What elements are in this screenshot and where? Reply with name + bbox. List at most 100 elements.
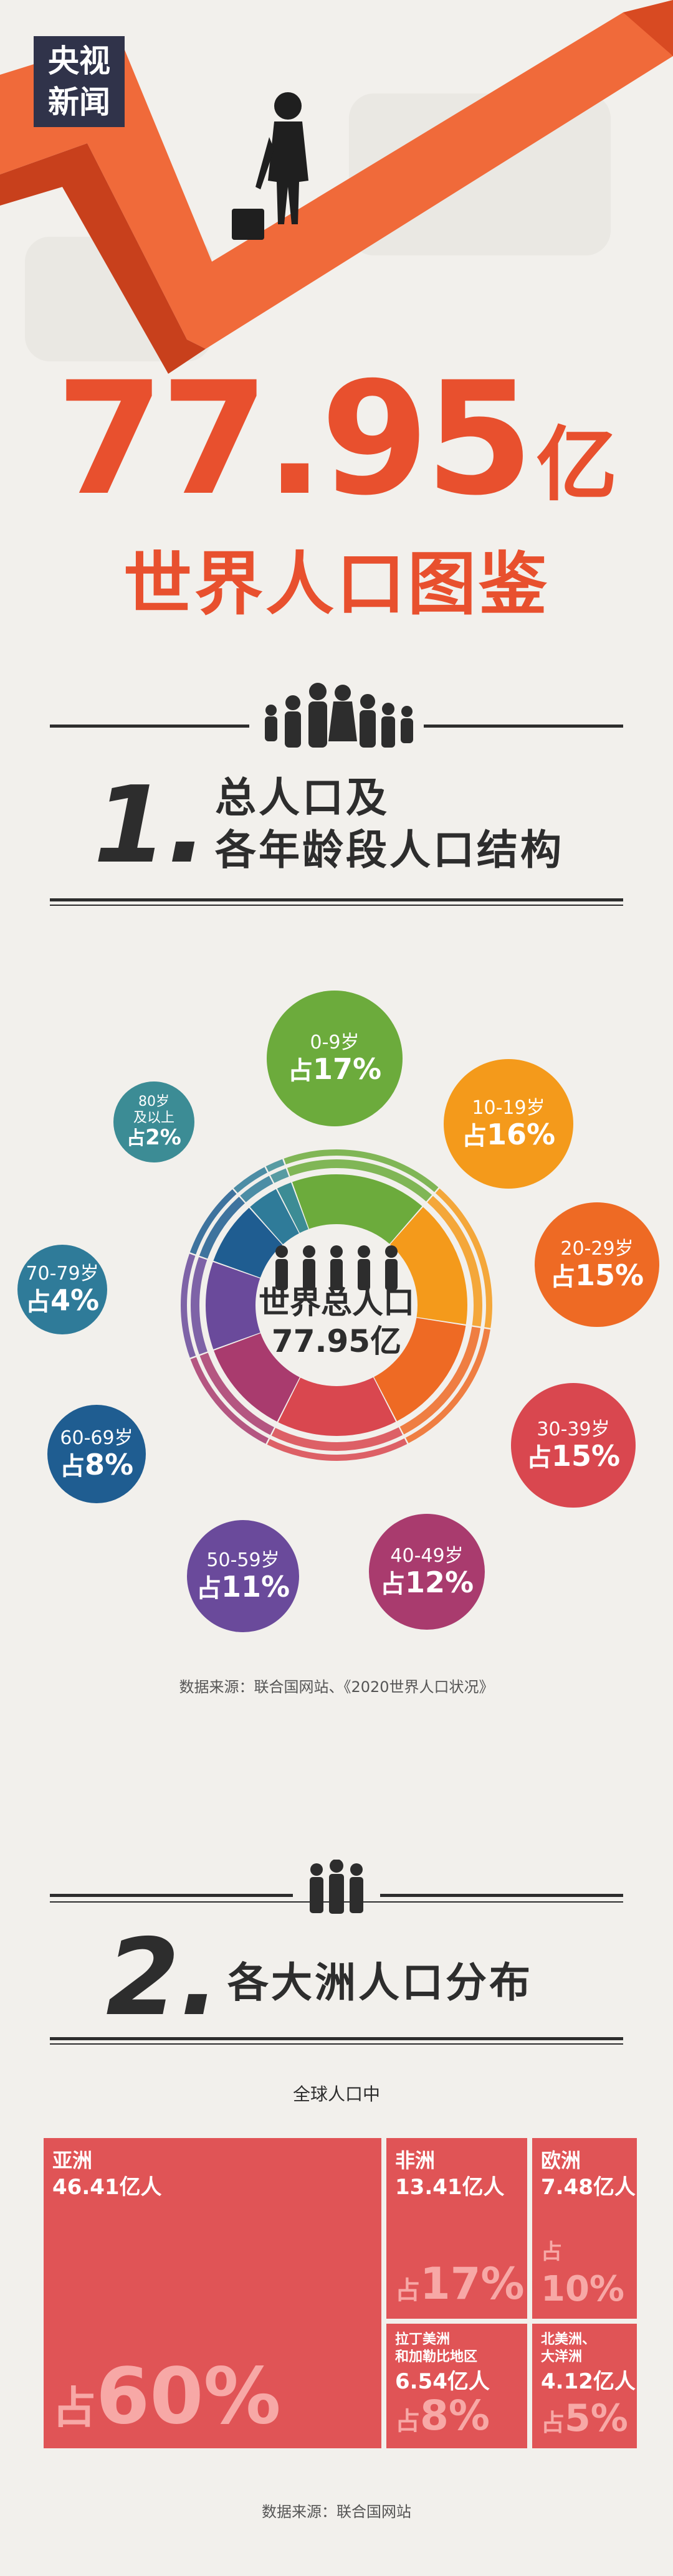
age-label: 30-39岁 (537, 1418, 610, 1440)
tile-pct-prefix: 占 (541, 2240, 562, 2265)
age-label: 40-49岁 (390, 1544, 464, 1567)
donut-slice-4-ring-2 (190, 1357, 269, 1444)
pct-value: 2% (145, 1125, 181, 1150)
tile-pct: 5% (565, 2397, 628, 2440)
people-trio-icon (310, 1860, 363, 1914)
age-label-2: 及以上 (133, 1110, 174, 1126)
section2-source: 数据来源：联合国网站 (262, 2503, 411, 2521)
bubble-age-30-39: 30-39岁 占15% (511, 1383, 636, 1508)
donut-slice-2-ring-1 (399, 1326, 481, 1435)
donut-slice-8-ring-0 (277, 1182, 308, 1233)
tile-asia: 亚洲 46.41亿人 占60% (44, 2138, 381, 2448)
pct-prefix: 占 (196, 1574, 221, 1603)
donut-slice-2-ring-0 (374, 1318, 466, 1422)
hero-arrow-graphic (0, 0, 673, 374)
family-icon (265, 683, 413, 748)
bubble-age-0-9: 0-9岁 占17% (267, 991, 403, 1126)
tile-value: 46.41亿人 (52, 2175, 162, 2200)
logo-line2: 新闻 (48, 84, 110, 120)
donut-slice-1-ring-0 (390, 1207, 467, 1324)
tile-name: 拉丁美洲 (395, 2332, 451, 2347)
donut-slice-0-ring-1 (287, 1159, 432, 1202)
bubble-age-60-69: 60-69岁 占8% (47, 1405, 146, 1503)
donut-slice-0-ring-0 (292, 1174, 422, 1244)
section1-title-line2: 各年龄段人口结构 (215, 826, 564, 874)
tile-africa: 非洲 13.41亿人 占17% (386, 2138, 527, 2319)
age-structure-donut (181, 1149, 492, 1461)
section1-number: 1. (93, 764, 208, 887)
pct-value: 16% (486, 1117, 556, 1151)
people-group-icon (275, 1245, 398, 1290)
total-population-unit: 亿 (536, 417, 618, 512)
section2-title: 各大洲人口分布 (227, 1959, 533, 2007)
bubble-age-40-49: 40-49岁 占12% (369, 1514, 485, 1630)
donut-slice-6-ring-1 (199, 1196, 245, 1259)
pct-prefix: 占 (379, 1569, 405, 1599)
cctv-news-logo: 央视 新闻 (34, 36, 125, 127)
tile-pct: 17% (420, 2258, 525, 2309)
donut-slice-6-ring-0 (213, 1207, 283, 1278)
pct-prefix: 占 (461, 1121, 487, 1151)
tile-pct-prefix: 占 (395, 2407, 420, 2436)
logo-line1: 央视 (48, 43, 110, 79)
section1-rule-left (50, 725, 249, 728)
donut-slice-8-ring-1 (270, 1168, 289, 1183)
donut-slice-5-ring-2 (181, 1253, 196, 1358)
section2-number: 2. (106, 1916, 220, 2040)
pct-prefix: 占 (526, 1443, 551, 1472)
tile-name-2: 大洋洲 (541, 2349, 583, 2365)
donut-slice-7-ring-1 (240, 1176, 274, 1202)
donut-slice-5-ring-0 (206, 1262, 260, 1350)
section2-rule-right (380, 1894, 623, 1897)
hero-title: 世界人口图鉴 (123, 544, 550, 624)
tile-pct: 10% (541, 2269, 625, 2309)
donut-slice-1-ring-2 (435, 1188, 492, 1328)
section1-rule-right (424, 725, 623, 728)
donut-slice-3-ring-1 (271, 1427, 403, 1451)
age-label: 20-29岁 (560, 1237, 634, 1260)
bubble-age-10-19: 10-19岁 占16% (444, 1059, 573, 1189)
pct-value: 15% (575, 1258, 644, 1292)
donut-center-title: 世界总人口 (259, 1285, 414, 1321)
tile-name: 欧洲 (541, 2149, 581, 2172)
age-label: 50-59岁 (206, 1549, 280, 1571)
donut-slice-0-ring-2 (284, 1149, 439, 1192)
tile-pct: 8% (420, 2392, 490, 2440)
pct-value: 17% (312, 1052, 382, 1086)
age-label: 80岁 (138, 1094, 169, 1110)
donut-slice-4-ring-0 (214, 1333, 300, 1422)
pct-prefix: 占 (126, 1128, 146, 1149)
total-population-value: 77.95 (55, 348, 534, 530)
bubble-age-50-59: 50-59岁 占11% (187, 1520, 299, 1632)
age-label: 60-69岁 (60, 1427, 133, 1449)
section1-source: 数据来源：联合国网站、《2020世界人口状况》 (179, 1678, 494, 1696)
tile-value: 7.48亿人 (541, 2175, 636, 2200)
tile-value: 6.54亿人 (395, 2369, 490, 2394)
tile-pct-prefix: 占 (541, 2409, 565, 2436)
age-label: 70-79岁 (26, 1262, 99, 1285)
total-population-number: 77.95亿 (0, 361, 673, 543)
pct-prefix: 占 (550, 1262, 575, 1291)
donut-slice-3-ring-2 (267, 1438, 408, 1461)
age-label: 10-19岁 (472, 1096, 545, 1119)
pct-value: 12% (404, 1565, 474, 1599)
pct-value: 4% (50, 1283, 100, 1317)
bubble-age-20-29: 20-29岁 占15% (535, 1202, 659, 1327)
section2-rule-bottom-thin (50, 2043, 623, 2045)
tile-north-america-oceania: 北美洲、 大洋洲 4.12亿人 占5% (532, 2324, 637, 2448)
tile-name-2: 和加勒比地区 (395, 2349, 478, 2365)
tile-pct-prefix: 占 (395, 2276, 420, 2305)
pct-prefix: 占 (25, 1287, 50, 1316)
age-label: 0-9岁 (310, 1031, 360, 1053)
pct-prefix: 占 (287, 1056, 313, 1085)
donut-slice-6-ring-2 (189, 1189, 237, 1255)
tile-name: 非洲 (395, 2149, 436, 2172)
tile-value: 4.12亿人 (541, 2369, 636, 2394)
pct-value: 15% (551, 1438, 621, 1473)
tile-value: 13.41亿人 (395, 2175, 505, 2200)
donut-slice-3-ring-0 (278, 1377, 396, 1436)
tile-name: 北美洲、 (541, 2332, 596, 2347)
section1-title-line1: 总人口及 (215, 774, 389, 822)
donut-slice-4-ring-1 (199, 1352, 275, 1435)
donut-slice-1-ring-1 (427, 1195, 483, 1327)
